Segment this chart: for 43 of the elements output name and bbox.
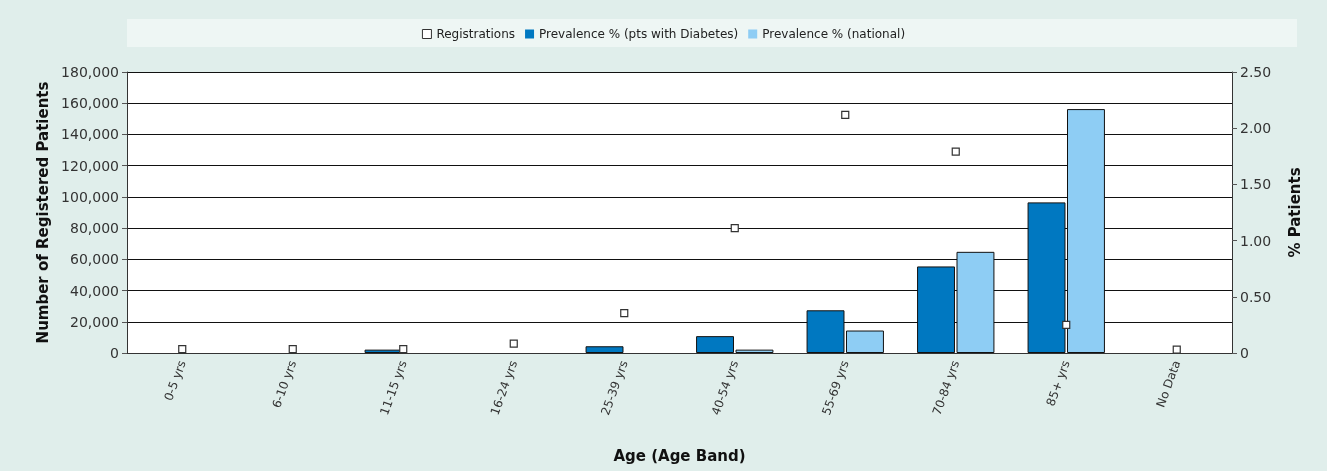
legend-label: Registrations [436, 27, 516, 41]
x-tick-label: 11-15 yrs [377, 358, 410, 417]
point [399, 345, 408, 354]
bar [585, 346, 624, 353]
x-axis-title: Age (Age Band) [613, 446, 746, 465]
x-tick-label: 40-54 yrs [708, 358, 742, 417]
point [620, 309, 629, 318]
y-tick-label: 80,000 [70, 220, 119, 237]
point [509, 339, 518, 348]
point [730, 224, 739, 233]
y2-axis-title: % Patients [1285, 167, 1304, 258]
y-tick-label: 20,000 [70, 313, 119, 330]
x-tick-label: 6-10 yrs [269, 358, 300, 410]
x-tick-label: 16-24 yrs [487, 358, 521, 417]
y2-tick-label: 2.00 [1240, 120, 1272, 137]
point [841, 110, 850, 120]
point [178, 345, 187, 354]
x-tick-label: 85+ yrs [1043, 358, 1073, 408]
y2-tick-label: 2.50 [1240, 64, 1272, 80]
x-tick-label: 25-39 yrs [598, 358, 631, 417]
y2-tick-label: 1.50 [1240, 176, 1272, 193]
point [1062, 320, 1071, 329]
y-tick-label: 180,000 [61, 64, 119, 80]
y-tick-label: 140,000 [61, 126, 119, 143]
point [1172, 345, 1181, 354]
y-tick-label: 40,000 [70, 282, 119, 299]
y2-tick-label: 1.00 [1240, 232, 1272, 249]
x-tick-label: 0-5 yrs [161, 358, 189, 403]
y-tick-label: 120,000 [61, 157, 119, 174]
y-tick-label: 0 [110, 345, 119, 361]
x-tick-label: 55-69 yrs [819, 358, 852, 417]
legend-label: Prevalence % (national) [762, 27, 906, 41]
x-tick-label: 70-84 yrs [929, 358, 963, 417]
y-tick-label: 100,000 [61, 188, 119, 205]
x-tick-label: No Data [1153, 358, 1184, 410]
legend-label: Prevalence % (pts with Diabetes) [539, 27, 739, 41]
y-tick-label: 60,000 [70, 251, 119, 268]
y2-tick-label: 0.50 [1240, 288, 1272, 305]
y-tick-label: 160,000 [61, 95, 119, 112]
y2-tick-label: 0 [1240, 345, 1249, 361]
point [288, 345, 297, 354]
y-axis-title: Number of Registered Patients [33, 81, 52, 344]
point [951, 147, 960, 156]
